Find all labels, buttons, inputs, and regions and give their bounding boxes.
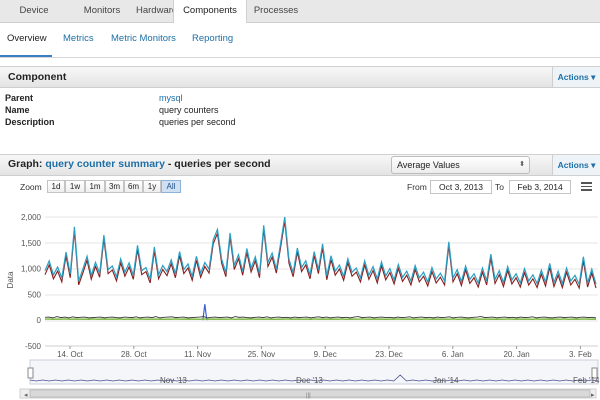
x-tick-label: 9. Dec (314, 350, 337, 359)
subtab-overview[interactable]: Overview (7, 33, 47, 44)
scroll-right-arrow-icon[interactable]: ▸ (591, 392, 595, 399)
graph-actions-button[interactable]: Actions ▾ (552, 155, 600, 175)
navigator-tick-label: Nov '13 (160, 376, 187, 385)
zoom-label: Zoom (20, 182, 42, 192)
zoom-1d-button[interactable]: 1d (47, 180, 65, 193)
x-tick-label: 25. Nov (248, 350, 276, 359)
y-tick-label: 1,500 (21, 239, 42, 248)
y-tick-labels: 2,000 1,500 1,000 500 0 -500 (21, 213, 42, 351)
x-tick-label: 14. Oct (57, 350, 84, 359)
series-line-black (44, 316, 597, 319)
to-label: To (495, 182, 504, 192)
y-tick-label: 500 (28, 290, 42, 299)
component-panel-header: Component Actions ▾ (0, 66, 600, 88)
zoom-6m-button[interactable]: 6m (124, 180, 143, 193)
navigator-right-handle[interactable] (591, 367, 598, 379)
active-subtab-underline (0, 55, 52, 57)
tab-device[interactable]: Device (19, 5, 49, 16)
graph-panel-header: Graph: query counter summary - queries p… (0, 154, 600, 176)
y-axis-title: Data (6, 271, 15, 288)
subtab-metrics[interactable]: Metrics (63, 33, 94, 44)
navigator-left-handle[interactable] (27, 367, 34, 379)
to-date-input[interactable]: Feb 3, 2014 (509, 180, 571, 194)
x-tick-label: 6. Jan (442, 350, 464, 359)
field-label-name: Name (5, 105, 30, 115)
from-label: From (407, 182, 427, 192)
tab-hardware[interactable]: Hardware (136, 5, 178, 16)
aggregation-select[interactable]: Average Values ⬍ (391, 156, 530, 174)
x-tick-label: 11. Nov (184, 350, 211, 359)
scrollbar[interactable]: ◂ ▸ ||| (19, 388, 597, 399)
field-value-name: query counters (159, 105, 219, 115)
navigator-tick-label: Dec '13 (296, 376, 323, 385)
field-label-description: Description (5, 117, 55, 127)
scrollbar-grip-icon: ||| (306, 393, 311, 399)
tab-components[interactable]: Components (173, 0, 247, 23)
top-nav: Device Monitors Hardware Components Proc… (0, 0, 600, 23)
zoom-1m-button[interactable]: 1m (85, 180, 105, 193)
field-value-parent[interactable]: mysql (159, 93, 183, 103)
series-line-teal (44, 216, 597, 287)
scrollbar-thumb[interactable] (29, 389, 591, 398)
graph-title: Graph: query counter summary - queries p… (8, 158, 271, 170)
y-tick-label: 1,000 (21, 265, 42, 274)
y-tick-label: -500 (25, 342, 42, 351)
navigator-tick-label: Feb '14 (573, 376, 600, 385)
from-date-input[interactable]: Oct 3, 2013 (430, 180, 492, 194)
component-actions-button[interactable]: Actions ▾ (552, 67, 600, 87)
x-tick-label: 20. Jan (503, 350, 529, 359)
tab-monitors[interactable]: Monitors (83, 5, 121, 16)
scroll-left-arrow-icon[interactable]: ◂ (24, 392, 28, 399)
select-arrows-icon: ⬍ (519, 161, 525, 168)
y-tick-label: 2,000 (21, 213, 42, 222)
zoom-all-button[interactable]: All (161, 180, 181, 193)
subtab-reporting[interactable]: Reporting (192, 33, 234, 44)
component-panel-title: Component (8, 71, 67, 83)
navigator-tick-label: Jan '14 (433, 376, 459, 385)
navigator-tick-labels: Nov '13 Dec '13 Jan '14 Feb '14 (160, 376, 600, 385)
aggregation-select-value: Average Values (397, 160, 460, 170)
tab-processes[interactable]: Processes (253, 5, 299, 16)
field-label-parent: Parent (5, 93, 34, 103)
sub-nav: Overview Metrics Metric Monitors Reporti… (0, 23, 600, 58)
subtab-metric-monitors[interactable]: Metric Monitors (111, 33, 176, 44)
zoom-1y-button[interactable]: 1y (143, 180, 161, 193)
graph-title-link[interactable]: query counter summary (45, 158, 165, 170)
x-tick-label: 3. Feb (569, 350, 592, 359)
x-tick-label: 28. Oct (121, 350, 148, 359)
navigator[interactable]: Nov '13 Dec '13 Jan '14 Feb '14 (27, 359, 600, 385)
y-gridlines (45, 216, 598, 347)
graph-title-prefix: Graph: (8, 158, 43, 170)
chart-menu-icon[interactable] (581, 182, 592, 191)
navigator-line (29, 374, 599, 382)
series-line-spike (202, 304, 208, 321)
x-tick-labels: 14. Oct 28. Oct 11. Nov 25. Nov 9. Dec 23. De… (57, 346, 592, 359)
zoom-3m-button[interactable]: 3m (105, 180, 124, 193)
zoom-1w-button[interactable]: 1w (65, 180, 85, 193)
series-lines (44, 216, 597, 321)
graph-title-suffix: - queries per second (164, 158, 271, 170)
field-value-description: queries per second (159, 117, 236, 127)
x-tick-label: 23. Dec (375, 350, 403, 359)
y-tick-label: 0 (37, 316, 42, 325)
